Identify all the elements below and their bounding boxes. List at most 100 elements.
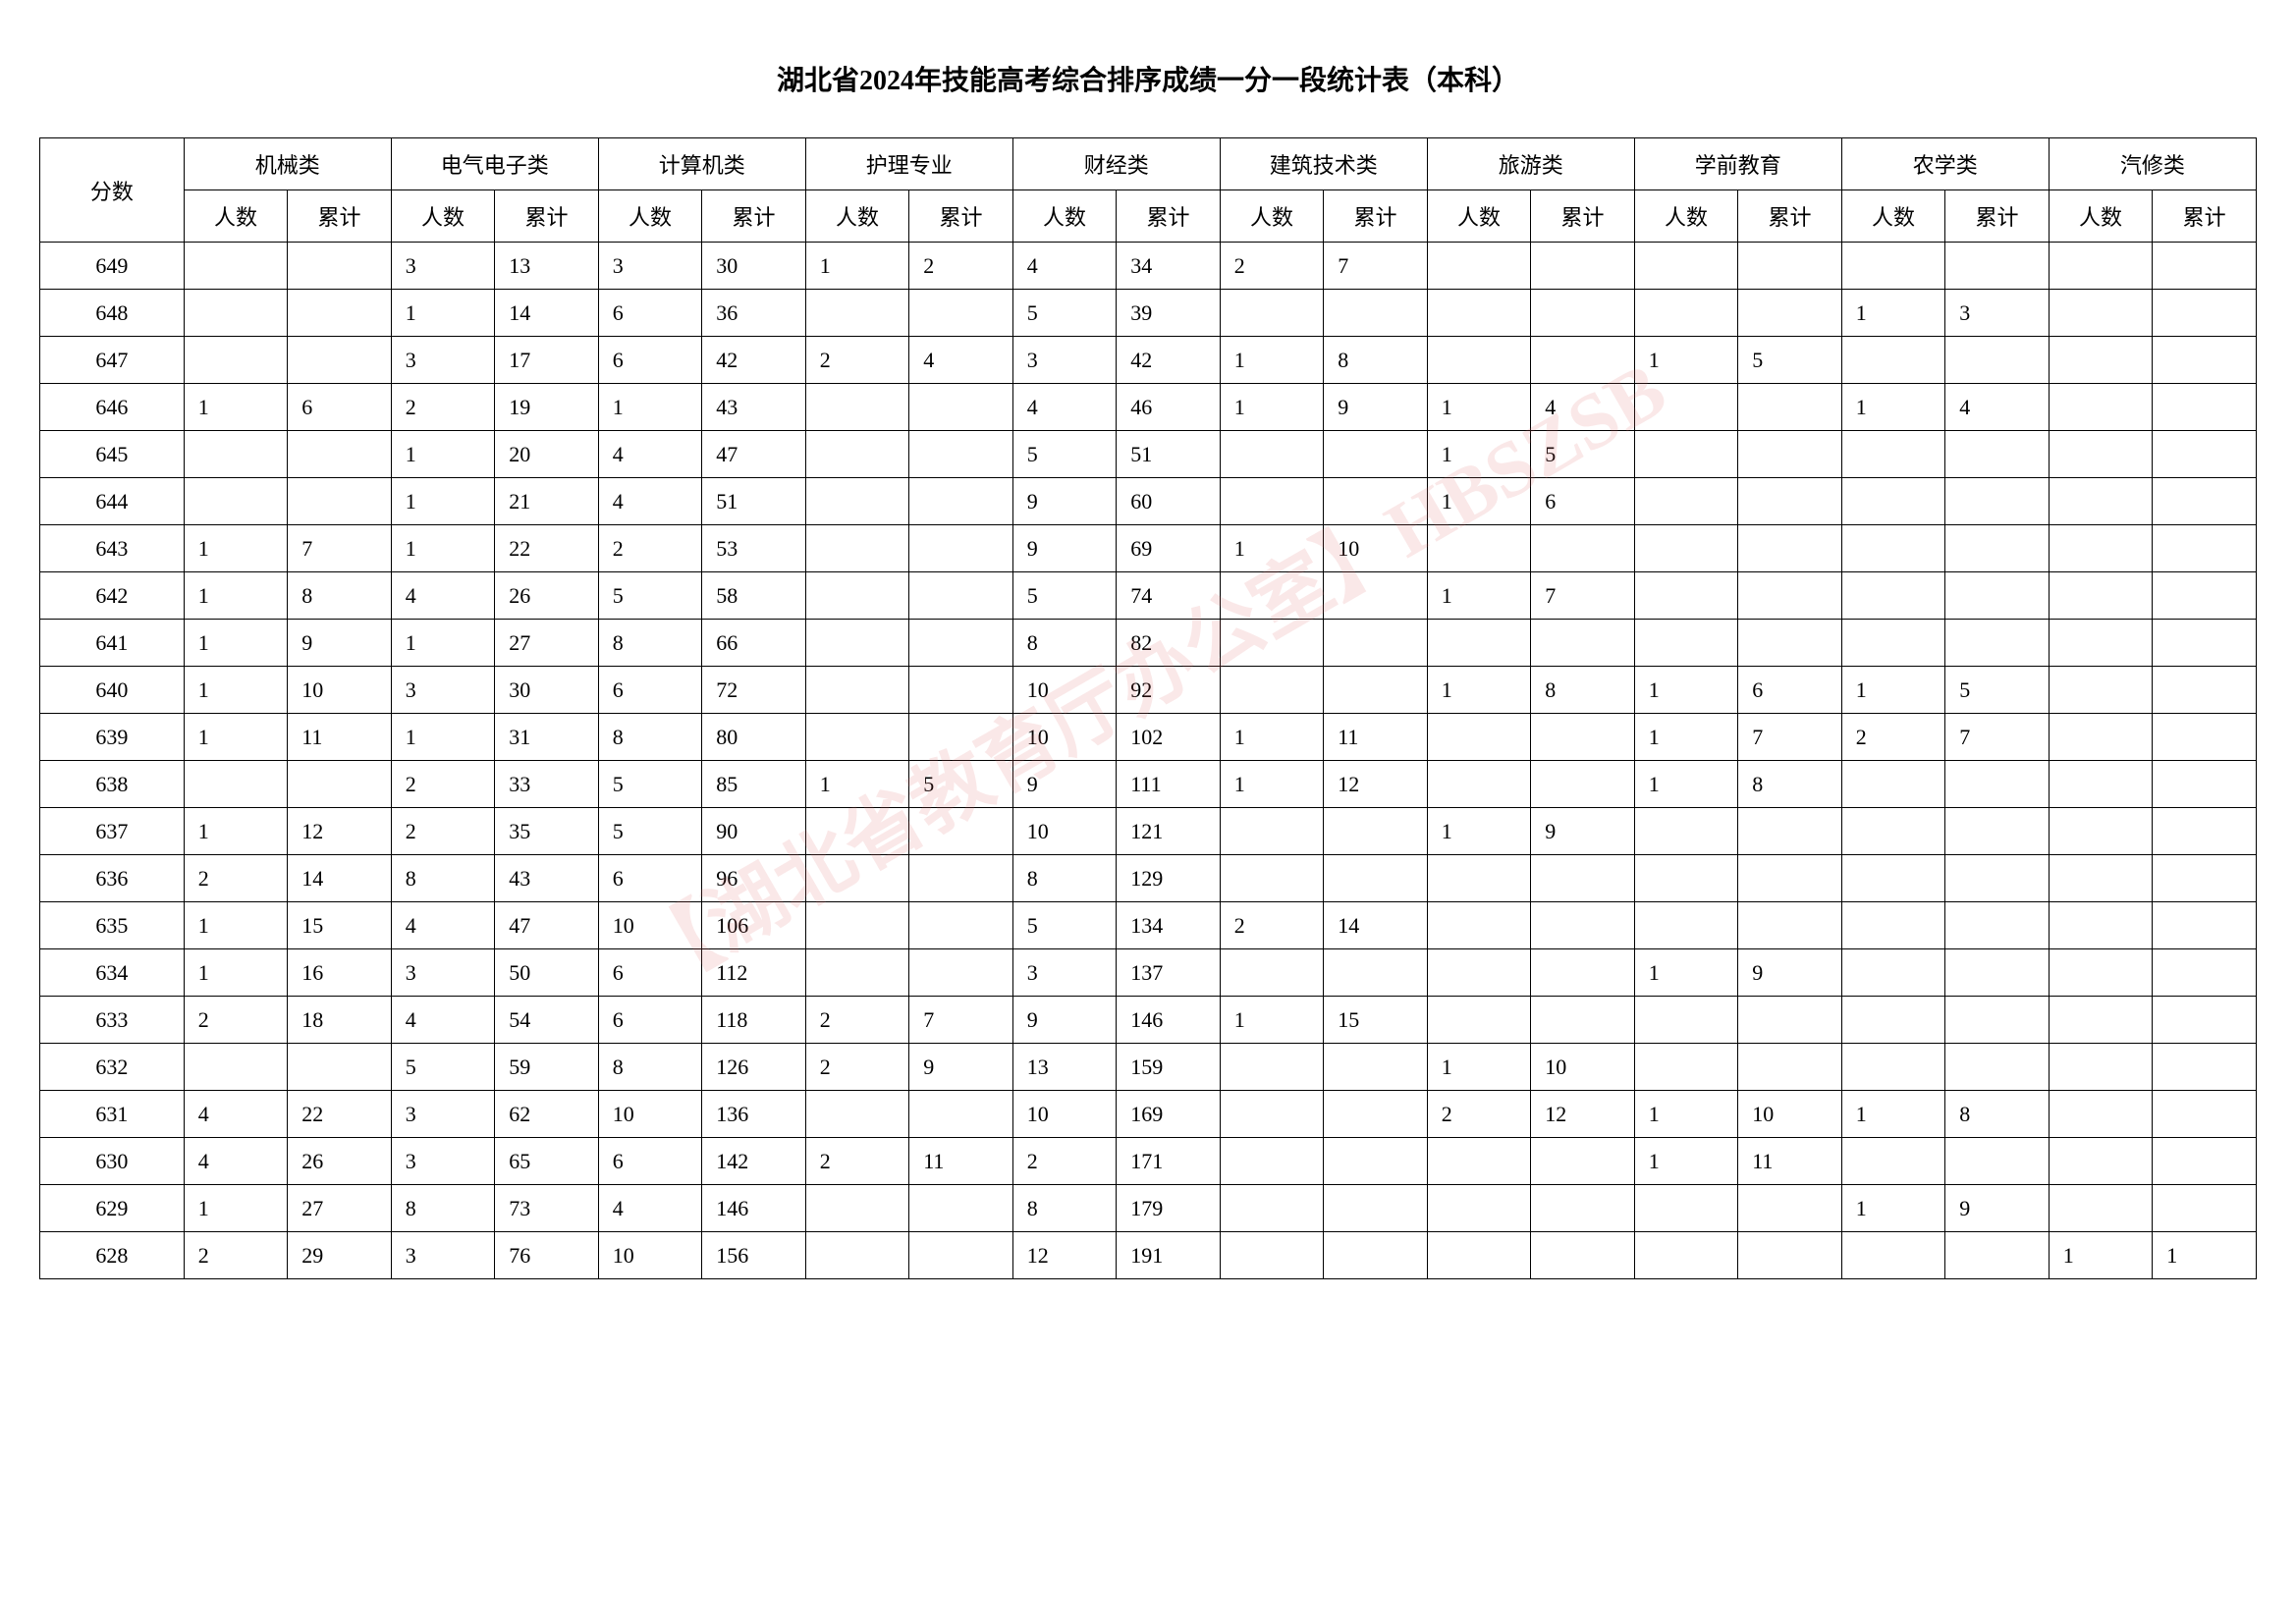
count-cell	[1220, 667, 1324, 714]
cumulative-cell: 7	[288, 525, 392, 572]
count-cell	[1634, 902, 1738, 949]
table-row: 6421842655857417	[40, 572, 2257, 620]
table-body: 6493133301243427648114636539136473176422…	[40, 243, 2257, 1279]
cumulative-cell	[1945, 243, 2050, 290]
cumulative-cell: 31	[495, 714, 599, 761]
count-cell: 3	[391, 667, 495, 714]
count-cell: 5	[1012, 572, 1117, 620]
cumulative-cell: 191	[1117, 1232, 1221, 1279]
count-cell	[1634, 1185, 1738, 1232]
cumulative-cell: 35	[495, 808, 599, 855]
count-cell: 1	[1220, 997, 1324, 1044]
cumulative-cell: 11	[288, 714, 392, 761]
count-cell: 8	[1012, 1185, 1117, 1232]
count-cell: 1	[1634, 1138, 1738, 1185]
count-cell	[1427, 761, 1531, 808]
cumulative-cell	[1945, 620, 2050, 667]
cumulative-cell: 92	[1117, 667, 1221, 714]
count-cell	[805, 902, 909, 949]
count-cell	[805, 1185, 909, 1232]
cumulative-cell: 12	[1531, 1091, 1635, 1138]
count-cell	[805, 384, 909, 431]
count-header: 人数	[2049, 190, 2153, 243]
count-cell	[2049, 667, 2153, 714]
count-cell: 1	[184, 667, 288, 714]
page-title: 湖北省2024年技能高考综合排序成绩一分一段统计表（本科）	[39, 59, 2257, 98]
count-cell	[184, 761, 288, 808]
count-cell: 1	[391, 431, 495, 478]
cumulative-header: 累计	[1945, 190, 2050, 243]
cumulative-cell: 14	[1324, 902, 1428, 949]
cumulative-cell	[1531, 761, 1635, 808]
cumulative-cell: 156	[702, 1232, 806, 1279]
cumulative-cell: 142	[702, 1138, 806, 1185]
score-header: 分数	[40, 138, 185, 243]
cumulative-cell: 8	[1531, 667, 1635, 714]
count-cell	[1427, 620, 1531, 667]
cumulative-cell	[2153, 1044, 2257, 1091]
cumulative-cell: 111	[1117, 761, 1221, 808]
count-cell: 8	[598, 1044, 702, 1091]
cumulative-cell	[288, 290, 392, 337]
cumulative-cell: 9	[909, 1044, 1013, 1091]
cumulative-cell	[1324, 949, 1428, 997]
table-row: 6332184546118279146115	[40, 997, 2257, 1044]
cumulative-cell	[1945, 525, 2050, 572]
count-cell: 1	[391, 620, 495, 667]
count-cell	[2049, 714, 2153, 761]
cumulative-cell: 11	[1324, 714, 1428, 761]
cumulative-cell: 36	[702, 290, 806, 337]
count-cell: 1	[1427, 1044, 1531, 1091]
cumulative-cell: 19	[495, 384, 599, 431]
count-cell: 2	[1220, 243, 1324, 290]
count-header: 人数	[598, 190, 702, 243]
count-cell: 8	[391, 1185, 495, 1232]
category-header: 电气电子类	[391, 138, 598, 190]
count-cell: 3	[391, 1091, 495, 1138]
score-cell: 641	[40, 620, 185, 667]
count-cell: 4	[184, 1138, 288, 1185]
cumulative-cell: 15	[288, 902, 392, 949]
cumulative-cell	[1738, 431, 1842, 478]
cumulative-cell	[1531, 525, 1635, 572]
count-cell: 2	[805, 1044, 909, 1091]
count-cell	[1841, 243, 1945, 290]
cumulative-cell: 6	[288, 384, 392, 431]
cumulative-cell: 90	[702, 808, 806, 855]
cumulative-cell	[1531, 1138, 1635, 1185]
cumulative-cell: 7	[1324, 243, 1428, 290]
score-cell: 644	[40, 478, 185, 525]
score-cell: 632	[40, 1044, 185, 1091]
cumulative-cell: 27	[495, 620, 599, 667]
count-cell: 2	[184, 1232, 288, 1279]
cumulative-cell	[1324, 667, 1428, 714]
cumulative-cell: 96	[702, 855, 806, 902]
count-cell: 4	[1012, 243, 1117, 290]
count-cell	[2049, 1091, 2153, 1138]
cumulative-cell: 29	[288, 1232, 392, 1279]
category-header: 农学类	[1841, 138, 2049, 190]
count-cell	[805, 478, 909, 525]
count-cell	[1634, 478, 1738, 525]
count-cell	[1841, 761, 1945, 808]
cumulative-cell: 179	[1117, 1185, 1221, 1232]
cumulative-cell	[1324, 808, 1428, 855]
cumulative-cell	[1945, 1044, 2050, 1091]
cumulative-cell	[1738, 478, 1842, 525]
cumulative-cell: 118	[702, 997, 806, 1044]
count-cell: 4	[598, 478, 702, 525]
count-header: 人数	[1012, 190, 1117, 243]
cumulative-cell	[1531, 1185, 1635, 1232]
count-cell: 3	[391, 1138, 495, 1185]
count-cell: 2	[391, 384, 495, 431]
count-cell: 5	[391, 1044, 495, 1091]
cumulative-cell: 51	[1117, 431, 1221, 478]
score-cell: 648	[40, 290, 185, 337]
cumulative-cell: 65	[495, 1138, 599, 1185]
cumulative-cell	[1945, 572, 2050, 620]
score-cell: 647	[40, 337, 185, 384]
cumulative-cell	[909, 667, 1013, 714]
count-cell: 6	[598, 667, 702, 714]
cumulative-cell	[1945, 949, 2050, 997]
count-cell	[1841, 1232, 1945, 1279]
